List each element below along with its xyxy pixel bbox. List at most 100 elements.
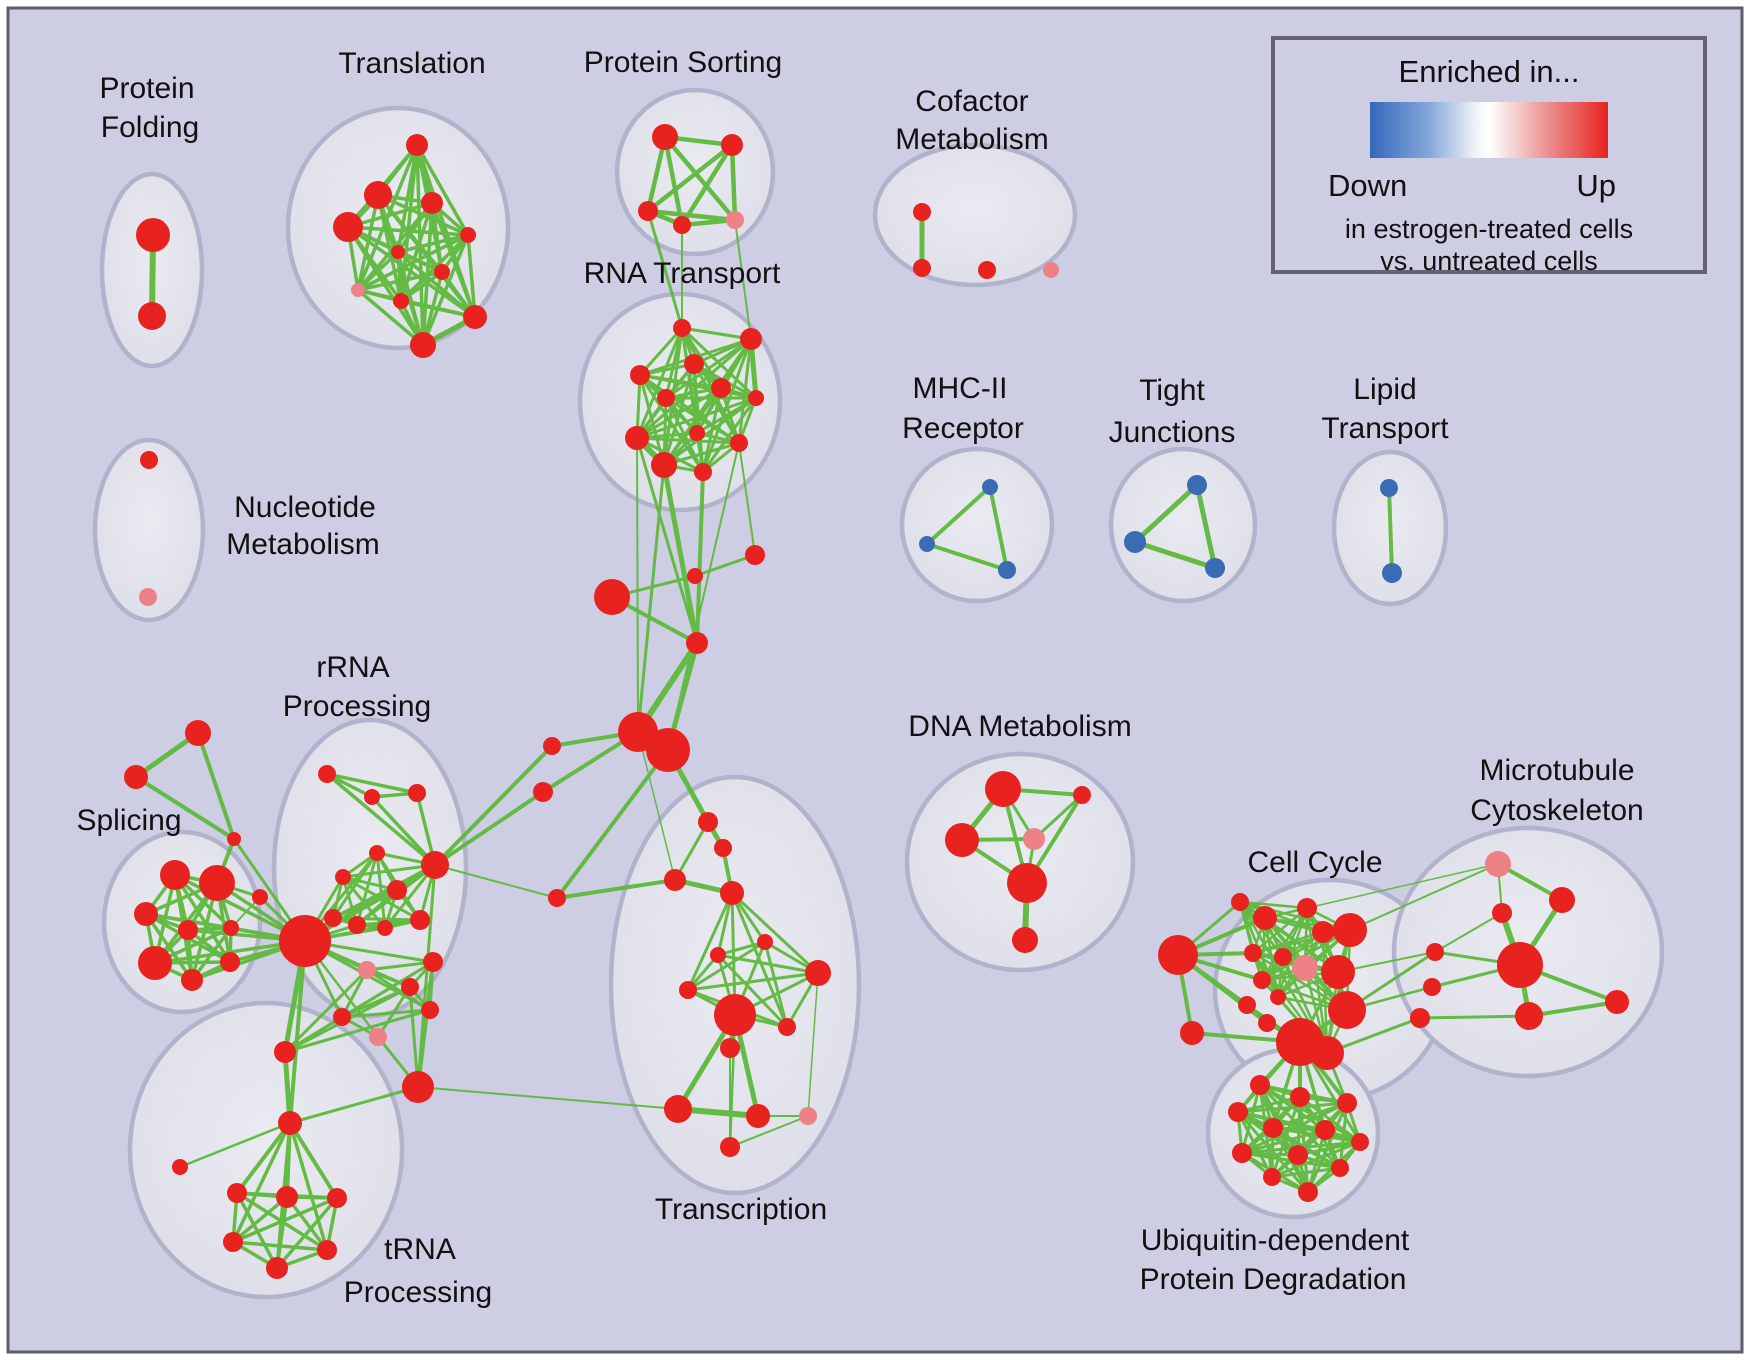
network-edge bbox=[1306, 863, 1499, 909]
network-edge bbox=[716, 940, 767, 957]
legend-title: Enriched in... bbox=[1399, 54, 1580, 89]
network-node-NC bbox=[686, 632, 708, 654]
cluster-label-nucleotide-metabolism-line2: Metabolism bbox=[226, 528, 379, 561]
network-node-CC3 bbox=[1253, 906, 1277, 930]
network-node-U4 bbox=[1228, 1102, 1248, 1122]
network-node-HUB2 bbox=[646, 728, 690, 772]
network-node-X1 bbox=[185, 720, 211, 746]
network-edge bbox=[399, 299, 477, 319]
network-node-TR9 bbox=[714, 994, 756, 1036]
network-node-U12 bbox=[1298, 1182, 1318, 1202]
network-edge bbox=[716, 953, 789, 1029]
network-node-M2 bbox=[919, 536, 935, 552]
network-node-TR7 bbox=[805, 960, 831, 986]
network-edge bbox=[396, 250, 477, 319]
network-edge bbox=[734, 219, 752, 340]
network-edge bbox=[283, 1008, 432, 1054]
cluster-label-tight-junctions-line2: Junctions bbox=[1109, 416, 1236, 449]
network-edge bbox=[1132, 539, 1218, 571]
network-edge bbox=[356, 288, 425, 347]
network-edge bbox=[173, 873, 232, 964]
network-node-T8 bbox=[351, 283, 365, 297]
network-node-S6 bbox=[138, 946, 172, 980]
network-node-T11 bbox=[410, 332, 436, 358]
network-node-CC5 bbox=[1312, 921, 1334, 943]
network-node-U8 bbox=[1232, 1143, 1252, 1163]
network-node-TR14 bbox=[799, 1107, 817, 1125]
network-node-S3 bbox=[134, 902, 158, 926]
network-edge bbox=[686, 891, 734, 992]
network-node-U5 bbox=[1263, 1118, 1283, 1138]
network-edge bbox=[645, 208, 738, 223]
cluster-label-ubiquitin-degradation-line1: Ubiquitin-dependent bbox=[1141, 1224, 1410, 1257]
network-edge bbox=[661, 462, 700, 646]
network-node-CC2 bbox=[1180, 1021, 1204, 1045]
network-node-CF2 bbox=[913, 259, 931, 277]
network-node-R13 bbox=[401, 978, 419, 996]
network-edge bbox=[1240, 1128, 1327, 1155]
network-edge bbox=[695, 470, 705, 645]
network-edge bbox=[646, 209, 684, 330]
cluster-label-trna-processing-line1: tRNA bbox=[384, 1233, 456, 1266]
network-node-CC13 bbox=[1270, 989, 1286, 1005]
network-node-T1 bbox=[406, 134, 428, 156]
network-node-PS5 bbox=[726, 211, 744, 229]
network-edge bbox=[433, 790, 545, 867]
cluster-label-microtubule-cytoskeleton-line2: Cytoskeleton bbox=[1470, 794, 1643, 827]
network-edge bbox=[635, 396, 758, 440]
network-node-TJ2 bbox=[1124, 531, 1146, 553]
network-node-R1 bbox=[318, 765, 336, 783]
cluster-label-cell-cycle: Cell Cycle bbox=[1247, 846, 1382, 879]
network-node-CF4 bbox=[1043, 262, 1059, 278]
network-node-TR5 bbox=[710, 947, 726, 963]
network-node-TR12 bbox=[664, 1095, 692, 1123]
network-edge bbox=[325, 772, 437, 867]
cluster-ellipse-trna-processing bbox=[127, 1000, 405, 1300]
network-edge bbox=[664, 396, 741, 445]
network-edge bbox=[645, 142, 735, 214]
network-node-U9 bbox=[1288, 1145, 1308, 1165]
cluster-label-dna-metabolism: DNA Metabolism bbox=[908, 710, 1131, 743]
network-node-U11 bbox=[1263, 1168, 1281, 1186]
network-edge bbox=[635, 436, 699, 645]
network-edge bbox=[635, 326, 684, 440]
network-edge bbox=[396, 250, 425, 347]
network-edge bbox=[235, 1121, 292, 1195]
network-edge bbox=[1236, 1101, 1349, 1114]
network-node-TR1 bbox=[698, 812, 718, 832]
cluster-label-mhc-ii-receptor-line2: Receptor bbox=[902, 412, 1024, 445]
network-node-CC12 bbox=[1238, 996, 1256, 1014]
network-edge bbox=[1387, 486, 1394, 575]
network-node-T7 bbox=[434, 264, 450, 280]
cluster-ellipse-nucleotide-metabolism bbox=[92, 437, 206, 623]
network-node-PF1 bbox=[136, 218, 170, 252]
network-edge bbox=[288, 1085, 420, 1125]
network-node-F4 bbox=[223, 1232, 243, 1252]
network-node-M3 bbox=[998, 561, 1016, 579]
network-edge bbox=[925, 542, 1009, 572]
network-node-RT5 bbox=[711, 378, 731, 398]
network-edge bbox=[638, 326, 684, 377]
network-node-R7 bbox=[421, 851, 449, 879]
network-node-R6 bbox=[387, 880, 407, 900]
network-node-MTb bbox=[1423, 978, 1441, 996]
network-edge bbox=[693, 553, 757, 578]
network-edge bbox=[730, 891, 789, 1029]
cluster-label-microtubule-cytoskeleton-line1: Microtubule bbox=[1479, 754, 1634, 787]
network-node-U3 bbox=[1337, 1093, 1357, 1113]
network-node-CC9 bbox=[1292, 955, 1318, 981]
network-node-PS2 bbox=[721, 134, 743, 156]
network-node-F6 bbox=[266, 1257, 288, 1279]
cluster-label-protein-folding-line1: Protein bbox=[99, 72, 194, 105]
network-node-MT5 bbox=[1515, 1002, 1543, 1030]
network-node-U6 bbox=[1315, 1120, 1335, 1140]
network-node-CC15 bbox=[1328, 991, 1366, 1029]
cluster-ellipse-tight-junctions bbox=[1108, 446, 1258, 604]
network-node-S4 bbox=[178, 920, 198, 940]
network-edge bbox=[466, 233, 477, 319]
network-node-CC10 bbox=[1253, 971, 1271, 989]
network-edge bbox=[275, 1196, 339, 1270]
network-node-M1 bbox=[982, 479, 998, 495]
network-node-S5 bbox=[223, 920, 239, 936]
network-node-CC14 bbox=[1258, 1014, 1276, 1032]
